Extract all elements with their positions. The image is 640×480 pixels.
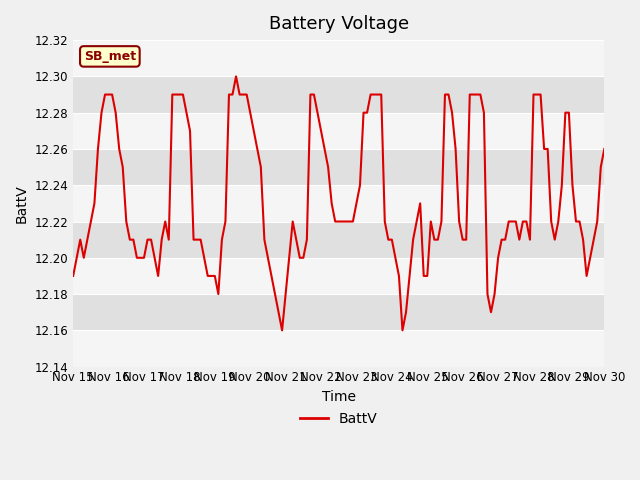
Y-axis label: BattV: BattV (15, 184, 29, 223)
Legend: BattV: BattV (294, 407, 383, 432)
X-axis label: Time: Time (322, 390, 356, 404)
Bar (73, 330, 604, 367)
Bar (73, 294, 604, 330)
Bar (73, 113, 604, 149)
Bar (73, 185, 604, 221)
Bar (73, 40, 604, 76)
Bar (73, 221, 604, 258)
Bar (73, 76, 604, 113)
Bar (73, 258, 604, 294)
Text: SB_met: SB_met (84, 50, 136, 63)
Bar (73, 149, 604, 185)
Title: Battery Voltage: Battery Voltage (269, 15, 409, 33)
